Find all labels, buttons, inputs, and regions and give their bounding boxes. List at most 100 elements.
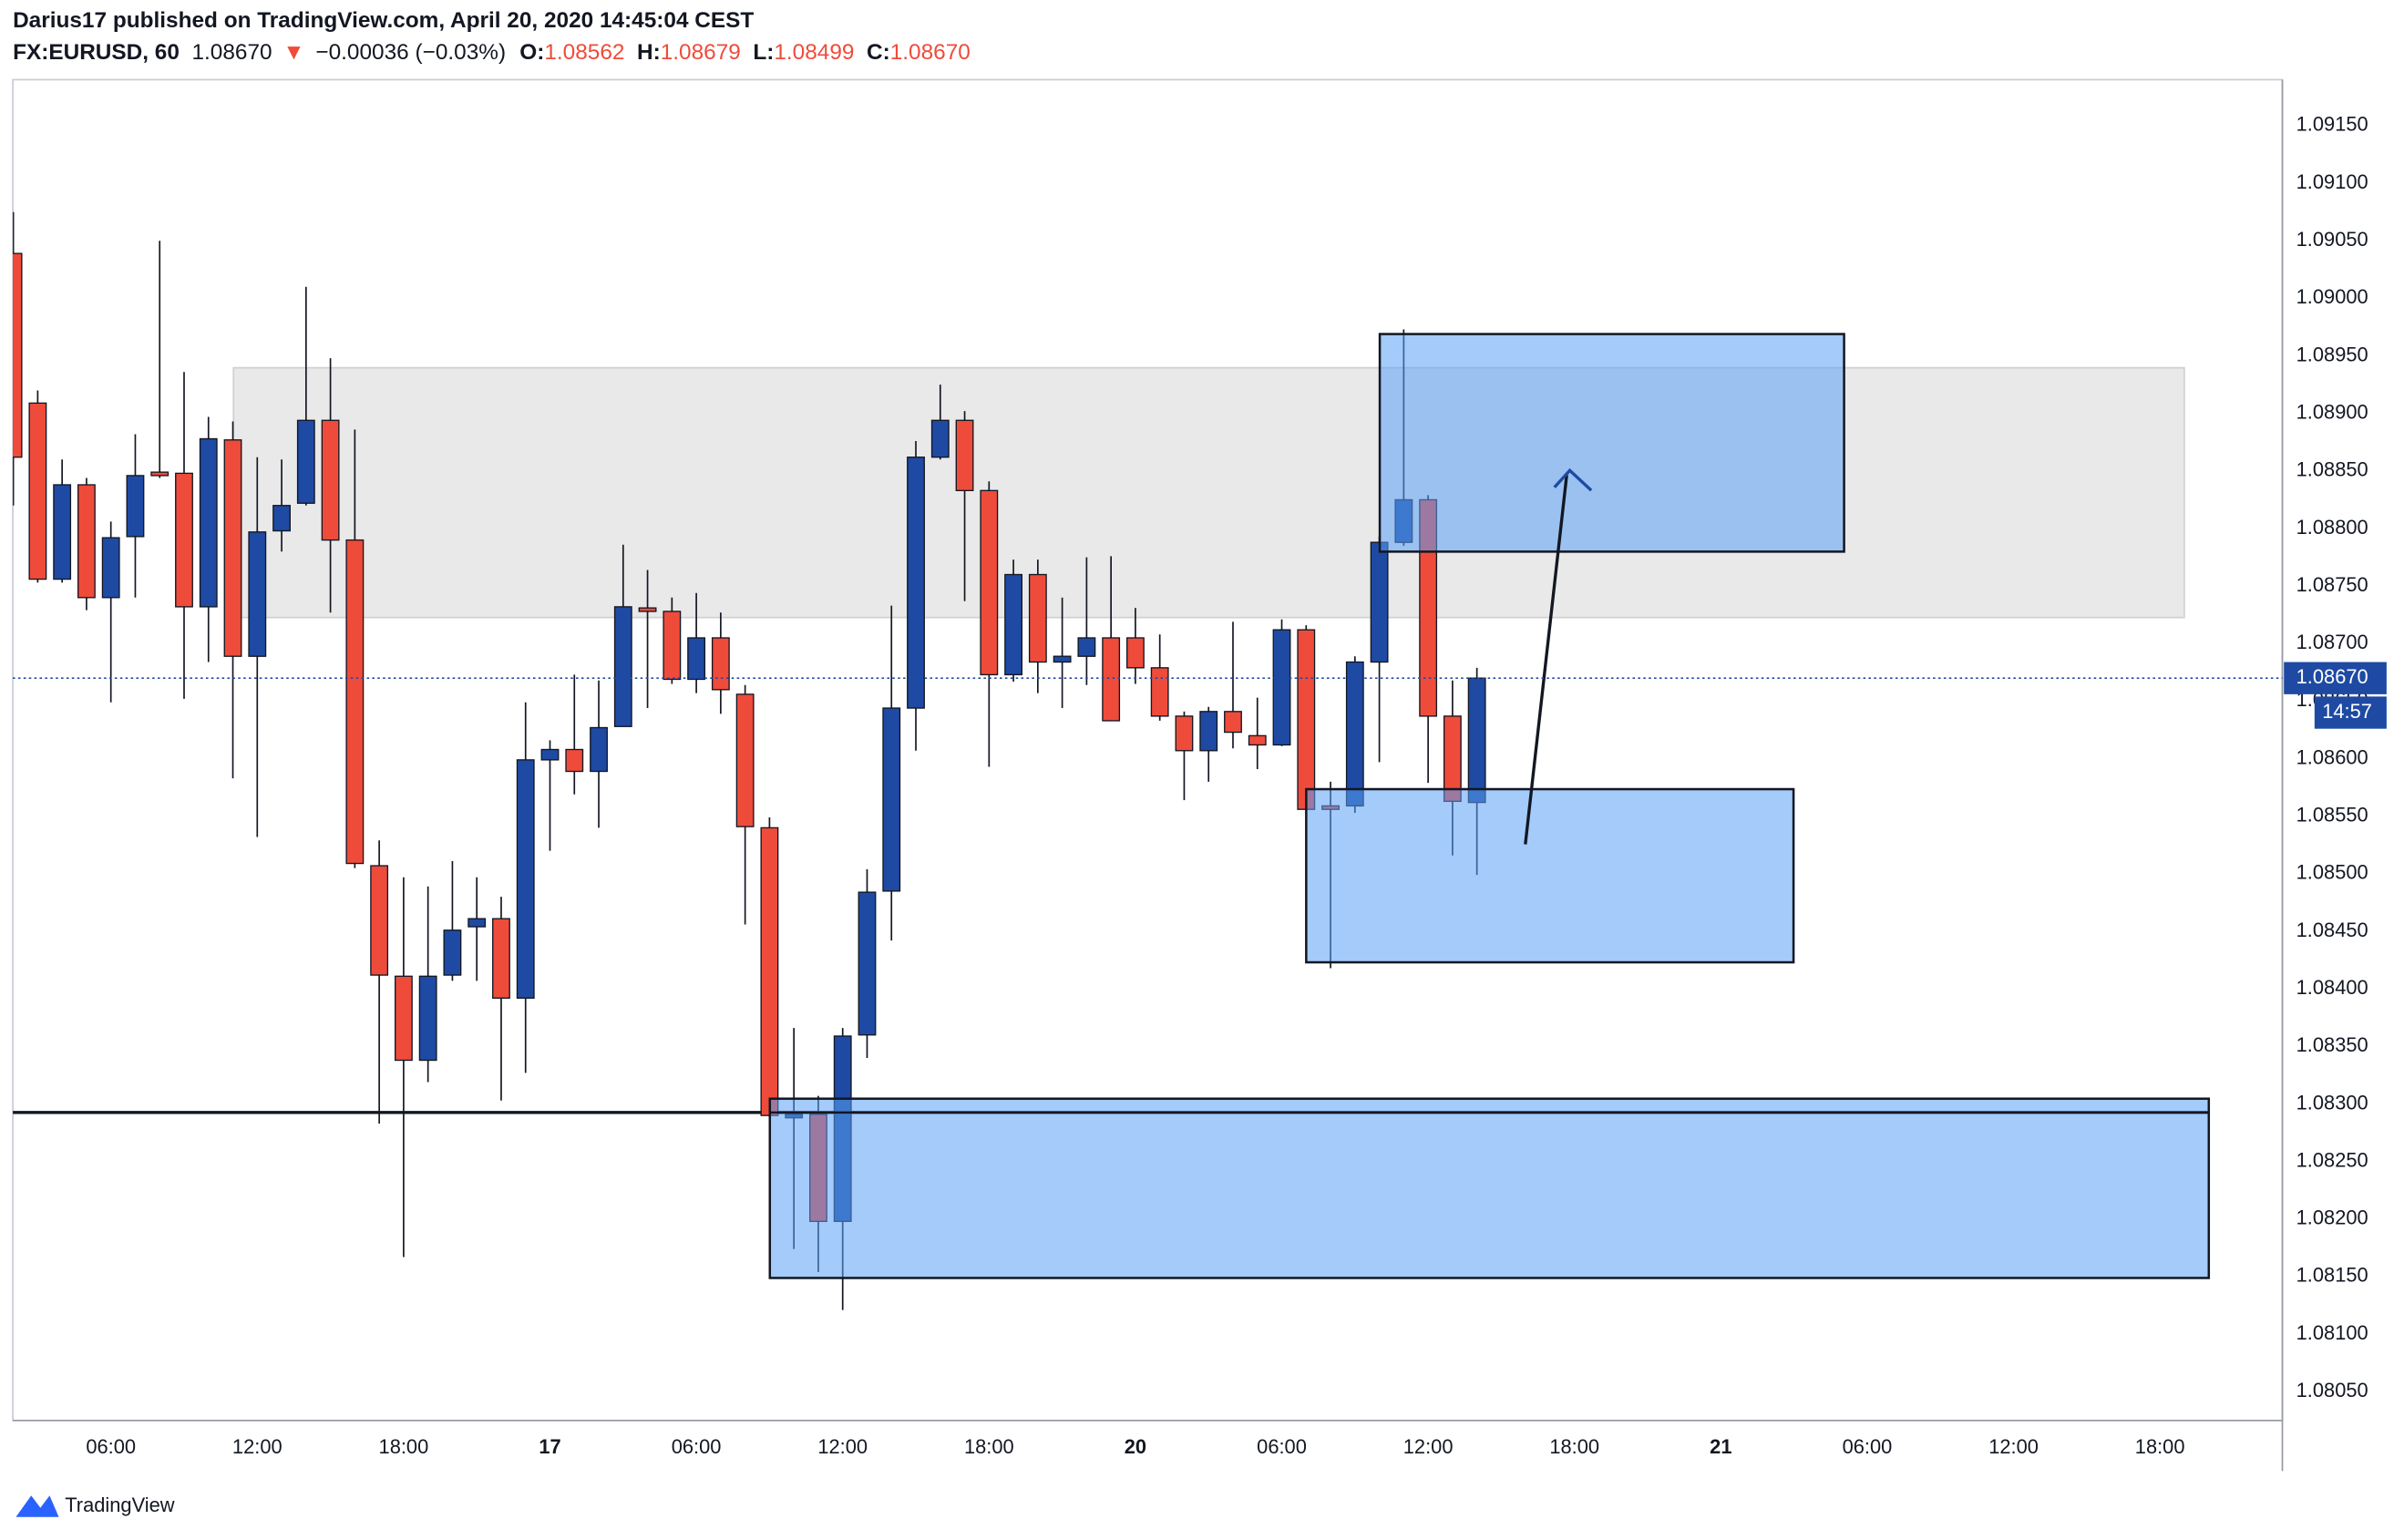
zone [232,366,2185,619]
symbol: FX:EURUSD, 60 [13,40,180,65]
candle-body [77,484,96,599]
candle-body [907,457,925,709]
x-tick-label: 06:00 [672,1435,722,1458]
candle-body [272,505,291,532]
candle-body [663,611,682,681]
candle-body [687,637,706,681]
candle-body [126,475,145,538]
candle-body [443,929,462,976]
candle-body [101,537,120,599]
candle-body [1004,573,1023,676]
candle-body [1467,677,1486,804]
last: 1.08670 [191,40,272,65]
brand: TradingView [65,1494,175,1516]
y-tick-label: 1.08850 [2296,458,2368,481]
candle-body [1370,541,1389,663]
box [768,1097,2211,1279]
y-tick-label: 1.08100 [2296,1321,2368,1344]
candle-body [980,489,999,676]
y-tick-label: 1.08300 [2296,1091,2368,1114]
candle-body [345,539,365,865]
candle-body [150,471,170,477]
ohlc-key: C: [867,40,890,65]
y-tick-label: 1.08250 [2296,1148,2368,1171]
logo [15,1495,59,1517]
y-tick-label: 1.08800 [2296,516,2368,539]
candle-body [565,748,584,773]
y-tick-label: 1.09050 [2296,228,2368,251]
change: −0.00036 (−0.03%) [315,40,506,65]
y-tick-label: 1.09000 [2296,285,2368,308]
candle-body [516,759,535,999]
candle-body [13,252,23,458]
x-tick-label: 06:00 [1843,1435,1893,1458]
candle-body [1345,661,1364,807]
candle-body [1272,629,1291,746]
candle-body [590,726,608,773]
candle-body [418,975,437,1062]
candle-body [1150,667,1169,717]
y-tick-label: 1.08500 [2296,861,2368,884]
candle-body [53,484,72,580]
arrow: ▼ [283,40,304,65]
candle-body [1102,637,1121,722]
ohlc-value: 1.08499 [774,40,854,65]
x-tick-label: 17 [539,1435,560,1458]
y-tick-label: 1.08950 [2296,343,2368,365]
x-tick-label: 12:00 [232,1435,283,1458]
candle-body [760,826,779,1116]
x-tick-label: 12:00 [817,1435,868,1458]
ohlc-value: 1.08670 [890,40,971,65]
arrow-head [1553,467,1593,492]
candle-body [930,419,950,458]
x-tick-label: 20 [1125,1435,1146,1458]
candle-body [28,402,47,580]
candle-body [1125,637,1145,669]
last-price-label: 1.08670 [2296,665,2368,688]
candle-body [1053,655,1072,663]
candle-body [711,637,730,691]
candle-body [858,891,877,1036]
candle-body [735,693,755,827]
candle-body [1248,734,1267,746]
x-tick-label: 18:00 [1549,1435,1599,1458]
last-price-box [2284,662,2387,694]
ohlc-key: H: [637,40,661,65]
y-tick-label: 1.09100 [2296,170,2368,193]
candle-body [492,918,510,999]
candle-body [955,419,974,492]
candle-body [882,707,901,892]
y-tick-label: 1.08600 [2296,745,2368,768]
candle-body [467,918,487,928]
candle-body [1224,711,1242,734]
x-tick-label: 21 [1710,1435,1731,1458]
symbol-line: FX:EURUSD, 60 1.08670 ▼ −0.00036 (−0.03%… [13,40,971,65]
ohlc-value: 1.08679 [661,40,741,65]
candle-body [370,865,389,976]
candle-body [175,472,193,608]
footer: TradingView [15,1494,175,1517]
y-tick-label: 1.08750 [2296,573,2368,596]
candle-body [613,606,632,727]
y-tick-label: 1.08400 [2296,976,2368,999]
x-tick-label: 18:00 [964,1435,1014,1458]
y-tick-label: 1.09150 [2296,113,2368,136]
countdown-label: 14:57 [2322,700,2372,723]
candle-body [296,419,315,504]
candle-body [394,975,413,1062]
candle-body [1297,629,1316,810]
candle-body [540,748,560,761]
y-tick-label: 1.08550 [2296,804,2368,826]
candle-body [248,531,267,657]
x-tick-label: 06:00 [86,1435,136,1458]
x-tick-label: 06:00 [1257,1435,1307,1458]
y-tick-label: 1.08350 [2296,1033,2368,1056]
y-tick-label: 1.08050 [2296,1379,2368,1401]
countdown-box [2314,696,2387,729]
ohlc-value: 1.08562 [544,40,624,65]
ohlc-key: O: [519,40,544,65]
candle-body [199,437,218,608]
box [1305,787,1795,964]
